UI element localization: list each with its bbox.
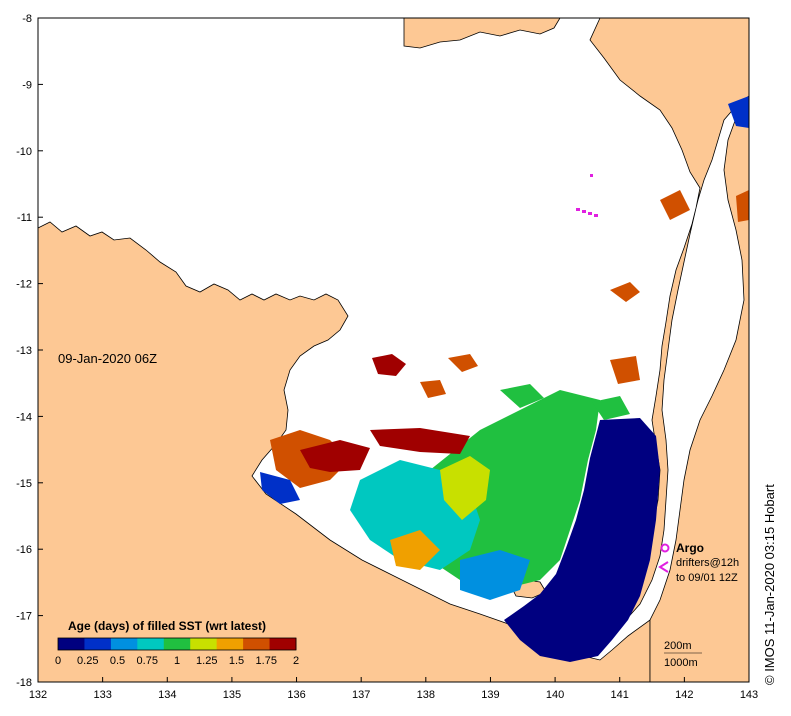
y-tick-label: -9: [22, 79, 32, 91]
colorbar-border: [57, 637, 297, 651]
x-tick-label: 132: [29, 689, 47, 701]
land-northern-territory: [37, 221, 651, 683]
drifter-legend-icon: [658, 561, 669, 573]
x-tick-label: 141: [611, 689, 629, 701]
y-tick-label: -10: [16, 146, 32, 158]
y-tick-label: -13: [16, 345, 32, 357]
colorbar-swatch: [269, 638, 297, 650]
colorbar-tick-label: 1.5: [229, 655, 244, 667]
sst-patch-age-1.75-east: [610, 190, 749, 302]
sst-patch-age-0.25-east: [728, 96, 749, 128]
argo-drifter-track: [576, 174, 598, 217]
y-axis: -8 -9 -10 -11 -12 -13 -14 -15 -16 -17 -18: [16, 13, 43, 689]
sst-patch-age-0.25: [260, 472, 300, 504]
sst-patch-age-1.75-scatter: [420, 354, 640, 398]
colorbar-tick-label: 0: [55, 655, 61, 667]
colorbar-swatch: [137, 638, 165, 650]
x-tick-label: 136: [287, 689, 305, 701]
colorbar-swatch: [110, 638, 138, 650]
sst-coverage: [260, 96, 749, 662]
land-new-guinea: [403, 17, 561, 49]
x-tick-label: 139: [481, 689, 499, 701]
credit-text: © IMOS 11-Jan-2020 03:15 Hobart: [762, 484, 777, 685]
isobath-legend: 200m 1000m: [664, 640, 702, 669]
y-tick-label: -8: [22, 13, 32, 25]
y-tick-label: -12: [16, 279, 32, 291]
x-tick-label: 138: [417, 689, 435, 701]
colorbar-swatches: [58, 638, 297, 650]
argo-drifter-point: [582, 210, 586, 213]
colorbar-swatch: [190, 638, 218, 650]
colorbar-tick-label: 0.75: [137, 655, 158, 667]
isobath-200-label: 200m: [664, 640, 692, 652]
sst-patch-age-1.25: [440, 456, 490, 520]
y-tick-label: -11: [17, 212, 32, 224]
colorbar-labels: 0 0.25 0.5 0.75 1 1.25 1.5 1.75 2: [55, 655, 299, 667]
argo-drifter-point: [594, 214, 598, 217]
argo-drifter-point: [590, 174, 593, 177]
colorbar-tick-label: 1.75: [256, 655, 277, 667]
x-axis: 132 133 134 135 136 137 138 139 140 141 142 143: [29, 677, 758, 701]
x-tick-label: 140: [546, 689, 564, 701]
x-tick-label: 134: [158, 689, 176, 701]
x-tick-label: 143: [740, 689, 758, 701]
y-tick-label: -15: [16, 478, 32, 490]
y-tick-label: -17: [16, 611, 32, 623]
argo-drifter-point: [576, 208, 580, 211]
sst-patch-age-2-scatter: [372, 354, 406, 376]
date-label: 09-Jan-2020 06Z: [58, 351, 157, 366]
colorbar-tick-label: 0.5: [110, 655, 125, 667]
argo-legend: Argo drifters@12h to 09/01 12Z: [658, 541, 739, 584]
sst-patch-age-0.5: [460, 550, 530, 600]
y-tick-label: -16: [16, 544, 32, 556]
y-tick-label: -14: [16, 411, 32, 423]
sst-patch-age-1.5: [390, 530, 440, 570]
colorbar-swatch: [243, 638, 271, 650]
argo-legend-label: Argo: [676, 541, 704, 555]
colorbar-swatch: [58, 638, 85, 650]
colorbar-tick-label: 2: [293, 655, 299, 667]
sst-patch-age-2: [300, 440, 370, 472]
x-tick-label: 142: [675, 689, 693, 701]
colorbar-tick-label: 1: [174, 655, 180, 667]
colorbar-title: Age (days) of filled SST (wrt latest): [68, 619, 266, 633]
x-tick-label: 135: [223, 689, 241, 701]
y-tick-label: -18: [16, 677, 32, 689]
argo-drifter-point: [588, 212, 592, 215]
drifter-legend-sub: to 09/01 12Z: [676, 572, 738, 584]
sst-patch-age-0: [504, 418, 660, 662]
colorbar-swatch: [84, 638, 112, 650]
sst-patch-age-1-scatter: [500, 384, 630, 420]
isobath-1000-label: 1000m: [664, 657, 698, 669]
land-east-coast: [649, 94, 750, 683]
colorbar-tick-label: 0.25: [77, 655, 98, 667]
colorbar-swatch: [163, 638, 191, 650]
colorbar-swatch: [216, 638, 244, 650]
drifter-legend-label: drifters@12h: [676, 557, 739, 569]
argo-legend-icon: [660, 543, 670, 553]
x-tick-label: 133: [93, 689, 111, 701]
colorbar-tick-label: 1.25: [196, 655, 217, 667]
x-tick-label: 137: [352, 689, 370, 701]
sst-patch-age-2-north: [370, 428, 470, 454]
